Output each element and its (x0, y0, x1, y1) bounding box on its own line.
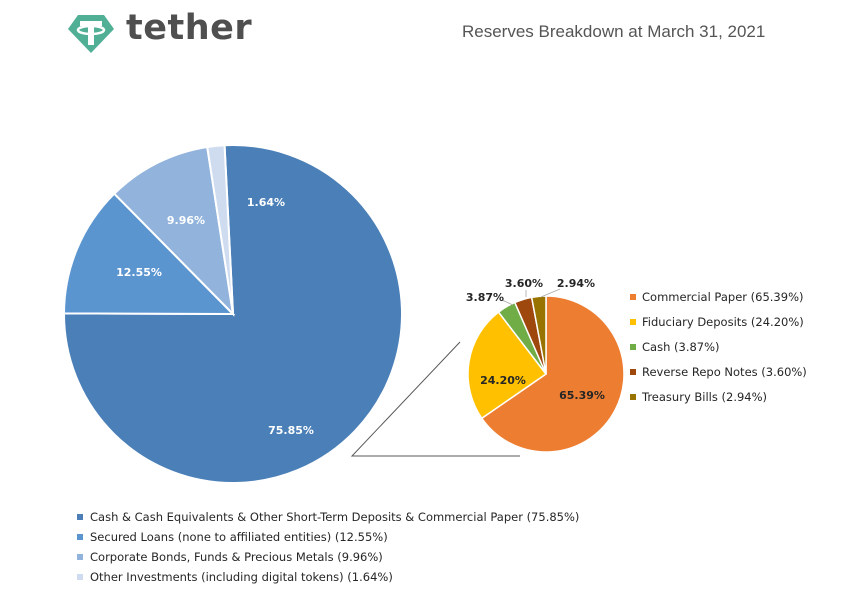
legend-swatch (77, 554, 83, 560)
detail-pie-slice (467, 311, 548, 420)
legend-entry: Corporate Bonds, Funds & Precious Metals… (90, 550, 383, 564)
legend-swatch (77, 534, 83, 540)
tether-logo (68, 15, 114, 53)
legend-entry: Fiduciary Deposits (24.20%) (642, 315, 804, 329)
detail-pie-leader-line (501, 299, 514, 306)
legend-swatch (630, 319, 636, 325)
detail-pie-data-label: 3.60% (505, 277, 543, 290)
page-title: Reserves Breakdown at March 31, 2021 (462, 22, 766, 41)
pie-connector-lines (350, 341, 520, 457)
main-pie-data-label: 9.96% (167, 214, 205, 227)
legend-entry: Treasury Bills (2.94%) (641, 390, 767, 404)
detail-pie-data-label: 24.20% (480, 374, 526, 387)
detail-pie-labels: 65.39% 24.20% 3.87%3.60% 2.94% (466, 277, 605, 402)
detail-legend: Commercial Paper (65.39%) Fiduciary Depos… (630, 290, 807, 404)
legend-entry: Cash & Cash Equivalents & Other Short-Te… (90, 510, 579, 524)
detail-pie-data-label: 3.87% (466, 291, 504, 304)
main-pie-slice (206, 144, 234, 315)
legend-swatch (630, 369, 636, 375)
legend-entry: Cash (3.87%) (642, 340, 720, 354)
legend-entry: Commercial Paper (65.39%) (642, 290, 803, 304)
brand-wordmark: tether (126, 8, 253, 48)
detail-pie-leader-line (540, 288, 561, 298)
legend-swatch (77, 514, 83, 520)
main-pie-data-label: 75.85% (268, 424, 314, 437)
main-pie-slice (63, 144, 403, 484)
main-legend: Cash & Cash Equivalents & Other Short-Te… (77, 510, 579, 584)
legend-swatch (630, 294, 636, 300)
main-pie-labels: 75.85% 12.55% 9.96% 1.64% (116, 196, 314, 437)
main-pie-data-label: 12.55% (116, 266, 162, 279)
main-pie (62, 144, 403, 484)
main-pie-data-label: 1.64% (247, 196, 285, 209)
legend-entry: Reverse Repo Notes (3.60%) (642, 365, 807, 379)
main-pie-slice (62, 192, 236, 316)
legend-entry: Other Investments (including digital tok… (90, 570, 393, 584)
main-pie-slice (112, 145, 235, 317)
legend-entry: Secured Loans (none to affiliated entiti… (90, 530, 388, 544)
detail-pie-data-label: 65.39% (559, 389, 605, 402)
legend-swatch (77, 574, 83, 580)
detail-pie (467, 295, 625, 453)
legend-swatch (630, 394, 636, 400)
detail-pie-slice (480, 295, 625, 453)
legend-swatch (630, 344, 636, 350)
detail-pie-data-label: 2.94% (557, 277, 595, 290)
detail-pie-slice (530, 295, 547, 375)
pie-connector-line (350, 341, 520, 457)
